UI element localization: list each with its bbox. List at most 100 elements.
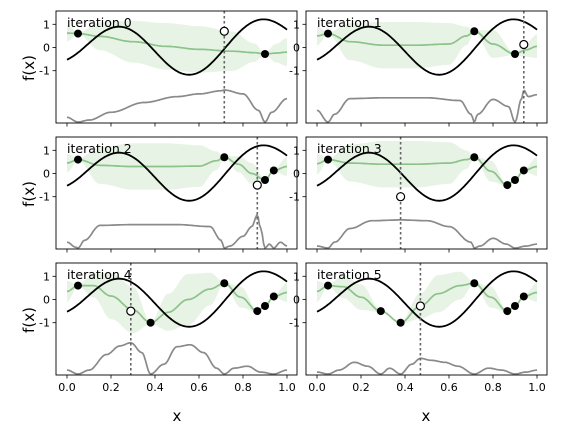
true-function-line bbox=[316, 144, 538, 202]
observed-point bbox=[324, 29, 332, 38]
panel-0: iteration 0 -1 0 1 bbox=[39, 10, 298, 127]
panel-title: iteration 2 bbox=[67, 141, 132, 156]
next-query-point bbox=[126, 306, 136, 316]
x-tick-label: 0.4 bbox=[396, 381, 414, 394]
y-tick-label: 1 bbox=[43, 270, 50, 283]
observed-point bbox=[269, 166, 278, 175]
panel-title: iteration 3 bbox=[317, 141, 382, 156]
x-axis-label-left: x bbox=[173, 407, 182, 425]
posterior-mean-line bbox=[67, 32, 288, 55]
observed-point bbox=[261, 175, 269, 184]
posterior-mean-line bbox=[66, 156, 288, 181]
observed-point bbox=[253, 307, 262, 316]
y-tick-label: 0 bbox=[293, 294, 300, 307]
y-axis-label-top: f(x) bbox=[20, 55, 38, 81]
y-tick-label: -1 bbox=[39, 317, 50, 330]
posterior-mean-line bbox=[66, 282, 288, 324]
x-tick-label: 0.0 bbox=[58, 381, 76, 394]
observed-point bbox=[511, 175, 519, 184]
acquisition-line bbox=[317, 219, 538, 249]
panel-frame bbox=[305, 262, 548, 376]
y-tick-label: 0 bbox=[43, 42, 50, 55]
panel-frame bbox=[305, 136, 548, 250]
panel-plot-area bbox=[66, 11, 288, 123]
true-function-line bbox=[66, 144, 288, 202]
panel-frame bbox=[305, 10, 548, 124]
panel-title: iteration 1 bbox=[317, 15, 382, 30]
observed-point bbox=[511, 49, 519, 58]
x-tick-label: 1.0 bbox=[278, 381, 296, 394]
observed-point bbox=[74, 281, 82, 290]
panel-title: iteration 4 bbox=[67, 267, 132, 282]
acquisition-line bbox=[317, 357, 538, 375]
y-tick-label: 0 bbox=[293, 168, 300, 181]
observed-point bbox=[503, 181, 512, 190]
y-tick-label: 1 bbox=[43, 18, 50, 31]
next-query-point bbox=[252, 180, 262, 190]
observed-point bbox=[261, 301, 269, 310]
acquisition-line bbox=[66, 213, 288, 249]
panel-frame bbox=[55, 262, 298, 376]
y-tick-label: 1 bbox=[43, 144, 50, 157]
y-tick-label: -1 bbox=[289, 317, 300, 330]
observed-point bbox=[519, 292, 528, 301]
panels-group: iteration 0-101 iteration 1-101iteration … bbox=[39, 10, 548, 394]
y-tick-label: -1 bbox=[39, 191, 50, 204]
observed-point bbox=[324, 281, 332, 290]
panel-2: iteration 2 -1 0 1 bbox=[39, 136, 298, 253]
axis-labels-group: f(x) f(x) f(x) x x bbox=[20, 55, 431, 425]
x-tick-label: 0.4 bbox=[146, 381, 164, 394]
observed-point bbox=[519, 166, 528, 175]
x-tick-label: 0.2 bbox=[352, 381, 370, 394]
y-tick-label: 0 bbox=[43, 168, 50, 181]
x-tick-label: 0.6 bbox=[190, 381, 208, 394]
panel-1: iteration 1 -1 0 1 bbox=[289, 10, 548, 127]
y-tick-label: 0 bbox=[43, 294, 50, 307]
observed-point bbox=[220, 153, 229, 162]
panel-title: iteration 0 bbox=[67, 15, 132, 30]
acquisition-line bbox=[316, 89, 538, 123]
y-tick-label: -1 bbox=[39, 65, 50, 78]
observed-point bbox=[146, 318, 155, 327]
y-tick-label: 1 bbox=[293, 18, 300, 31]
observed-point bbox=[396, 318, 405, 327]
panel-plot-area bbox=[316, 137, 538, 249]
x-tick-label: 1.0 bbox=[528, 381, 546, 394]
y-tick-label: 0 bbox=[293, 42, 300, 55]
x-tick-label: 0.8 bbox=[484, 381, 502, 394]
posterior-mean-line bbox=[316, 30, 538, 55]
x-tick-label: 0.2 bbox=[102, 381, 120, 394]
panel-plot-area bbox=[66, 263, 288, 375]
uncertainty-band bbox=[317, 271, 537, 324]
acquisition-line bbox=[66, 341, 288, 375]
observed-point bbox=[74, 155, 82, 164]
panel-3: iteration 3 -1 0 1 bbox=[289, 136, 548, 253]
x-tick-label: 0.0 bbox=[308, 381, 326, 394]
x-tick-label: 0.6 bbox=[440, 381, 458, 394]
next-query-point bbox=[519, 39, 529, 50]
observed-point bbox=[261, 49, 269, 58]
acquisition-line bbox=[66, 89, 288, 123]
uncertainty-band bbox=[67, 272, 287, 334]
observed-point bbox=[503, 307, 512, 316]
observed-point bbox=[511, 301, 519, 310]
panel-plot-area bbox=[66, 137, 288, 249]
next-query-point bbox=[219, 26, 229, 36]
observed-point bbox=[269, 292, 278, 301]
observed-point bbox=[470, 153, 479, 162]
panel-frame bbox=[55, 10, 298, 124]
panel-plot-area bbox=[316, 11, 538, 123]
posterior-mean-line bbox=[316, 156, 538, 186]
true-function-line bbox=[66, 18, 288, 76]
observed-point bbox=[74, 29, 82, 38]
observed-point bbox=[220, 279, 229, 288]
panel-frame bbox=[55, 136, 298, 250]
observed-point bbox=[470, 279, 479, 288]
panel-5: iteration 5 -1 0 1 0.0 0.2 0.4 0.6 0.8 1.0 bbox=[289, 262, 548, 394]
y-tick-label: 1 bbox=[293, 270, 300, 283]
observed-point bbox=[324, 155, 332, 164]
y-tick-label: 1 bbox=[293, 144, 300, 157]
posterior-mean-line bbox=[316, 282, 538, 324]
observed-point bbox=[470, 27, 479, 36]
panel-4: iteration 4 -1 0 1 0.0 0.2 0.4 0.6 0.8 1.0 bbox=[39, 262, 298, 394]
